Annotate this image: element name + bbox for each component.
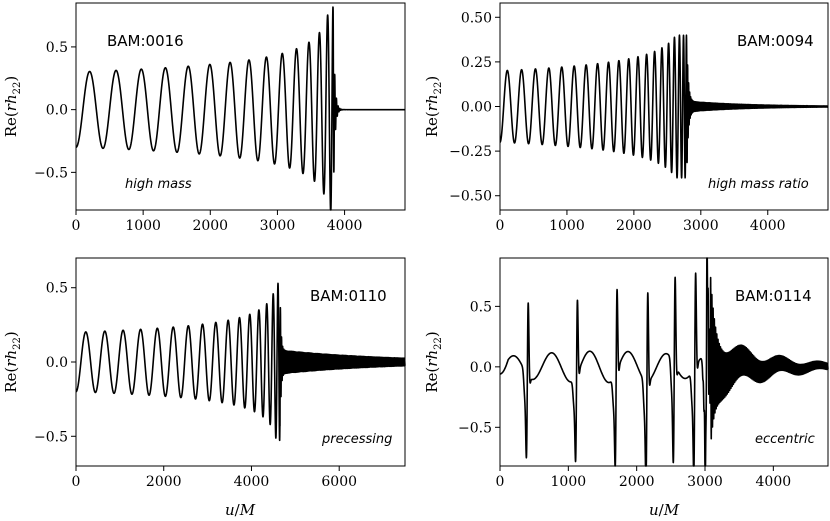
y-ticks: −0.50 −0.25 0.00 0.25 0.50 [449, 10, 500, 205]
panel-bam0114: 0 1000 2000 3000 4000 −0.5 0.0 0.5 Re(rh22) u/… [423, 257, 829, 519]
panel-annotation: precessing [321, 432, 392, 447]
panel-annotation: high mass [125, 177, 192, 192]
waveform-line-bam0016 [75, 6, 406, 211]
y-axis-label: Re(rh22) [2, 331, 23, 392]
x-ticks: 0 2000 4000 6000 [72, 466, 357, 490]
y-axis-label: Re(rh22) [423, 331, 444, 392]
y-tick-label: 0.5 [46, 40, 68, 56]
y-tick-label: −0.5 [34, 165, 68, 181]
y-ticks: −0.5 0.0 0.5 [458, 299, 500, 436]
y-tick-label: −0.25 [449, 144, 492, 160]
x-tick-label: 2000 [192, 218, 228, 234]
waveform-line-bam0110 [75, 282, 406, 442]
y-tick-label: 0.0 [470, 360, 492, 376]
simulation-id: BAM:0110 [310, 287, 387, 305]
x-axis-label: u/M [649, 501, 680, 519]
x-tick-label: 0 [72, 218, 81, 234]
x-ticks: 0 1000 2000 3000 4000 [496, 466, 792, 490]
simulation-id: BAM:0016 [107, 32, 184, 50]
x-tick-label: 0 [496, 474, 505, 490]
y-tick-label: 0.5 [46, 281, 68, 297]
x-tick-label: 2000 [619, 474, 655, 490]
y-tick-label: 0.5 [470, 299, 492, 315]
x-tick-label: 4000 [750, 218, 786, 234]
x-tick-label: 0 [496, 218, 505, 234]
x-tick-label: 4000 [327, 218, 363, 234]
x-tick-label: 1000 [549, 218, 585, 234]
x-tick-label: 3000 [260, 218, 296, 234]
x-tick-label: 0 [72, 474, 81, 490]
plot-frame [499, 257, 829, 467]
x-tick-label: 2000 [616, 218, 652, 234]
y-tick-label: −0.50 [449, 189, 492, 205]
y-tick-label: 0.25 [461, 55, 492, 71]
y-tick-label: 0.0 [46, 103, 68, 119]
x-tick-label: 3000 [683, 218, 719, 234]
x-tick-label: 4000 [234, 474, 270, 490]
x-tick-label: 1000 [551, 474, 587, 490]
simulation-id: BAM:0094 [737, 32, 814, 50]
y-axis-label: Re(rh22) [423, 76, 444, 137]
y-tick-label: −0.5 [458, 420, 492, 436]
y-axis-label: Re(rh22) [2, 76, 23, 137]
x-axis-label: u/M [225, 501, 256, 519]
y-ticks: −0.5 0.0 0.5 [34, 40, 76, 181]
x-ticks: 0 1000 2000 3000 4000 [496, 210, 786, 234]
x-ticks: 0 1000 2000 3000 4000 [72, 210, 363, 234]
x-tick-label: 2000 [146, 474, 182, 490]
waveform-line-bam0114 [499, 257, 829, 467]
x-tick-label: 3000 [687, 474, 723, 490]
x-tick-label: 6000 [321, 474, 357, 490]
panel-annotation: eccentric [755, 432, 815, 447]
panel-annotation: high mass ratio [708, 177, 809, 192]
panel-bam0016: 0 1000 2000 3000 4000 −0.5 0.0 0.5 Re(rh22) BA… [2, 2, 406, 234]
simulation-id: BAM:0114 [735, 287, 812, 305]
x-tick-label: 4000 [756, 474, 792, 490]
waveform-line-bam0094 [499, 34, 829, 179]
x-tick-label: 1000 [125, 218, 161, 234]
panel-bam0110: 0 2000 4000 6000 −0.5 0.0 0.5 Re(rh22) u/M BA… [2, 257, 406, 519]
y-tick-label: 0.00 [461, 100, 492, 116]
plot-frame [75, 2, 406, 211]
y-tick-label: 0.0 [46, 355, 68, 371]
y-ticks: −0.5 0.0 0.5 [34, 281, 76, 445]
panel-bam0094: 0 1000 2000 3000 4000 −0.50 −0.25 0.00 0.25 0.50… [423, 2, 829, 234]
y-tick-label: 0.50 [461, 10, 492, 26]
y-tick-label: −0.5 [34, 429, 68, 445]
